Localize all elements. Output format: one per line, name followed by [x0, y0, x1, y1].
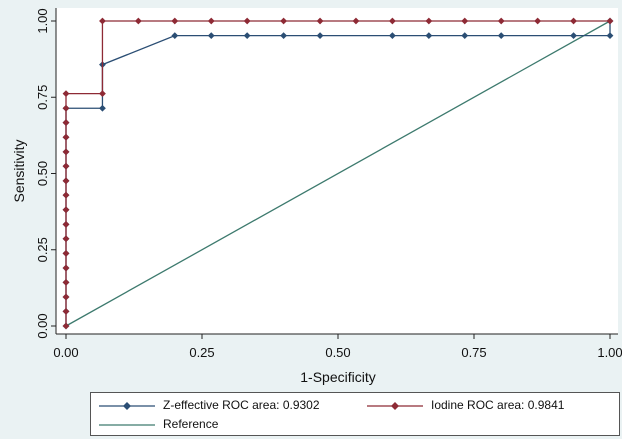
data-point-z-effective [425, 32, 433, 40]
x-tick-label: 1.00 [597, 345, 622, 360]
data-point-iodine [134, 17, 142, 25]
data-point-iodine [62, 264, 70, 272]
data-point-iodine [461, 17, 469, 25]
legend-label-iodine: Iodine ROC area: 0.9841 [431, 398, 565, 412]
legend-item-z-effective: Z-effective ROC area: 0.9302 [99, 397, 339, 415]
data-point-iodine [243, 17, 251, 25]
y-tick-label: 0.75 [35, 85, 50, 110]
data-point-iodine [62, 307, 70, 315]
data-point-iodine [62, 221, 70, 228]
y-tick-label: 0.50 [35, 161, 50, 186]
data-point-iodine [534, 17, 542, 25]
data-point-iodine [62, 90, 70, 97]
y-tick-label: 0.25 [35, 237, 50, 262]
data-point-iodine [99, 90, 106, 97]
data-point-iodine [280, 17, 287, 25]
data-point-iodine [62, 177, 70, 185]
x-tick-label: 0.25 [189, 345, 214, 360]
data-point-iodine [62, 293, 70, 301]
data-point-iodine [497, 17, 505, 25]
data-point-iodine [171, 17, 179, 25]
x-tick-label: 0.75 [461, 345, 486, 360]
data-point-iodine [62, 278, 70, 286]
legend-item-iodine: Iodine ROC area: 0.9841 [367, 397, 607, 415]
roc-chart: 0.00 0.25 0.50 0.75 1.00 0.00 0.25 0.50 0.75 1.00… [11, 8, 622, 385]
data-point-z-effective [497, 32, 505, 40]
data-point-iodine [606, 17, 614, 25]
data-point-z-effective [389, 32, 396, 40]
y-tick-label: 1.00 [35, 8, 50, 33]
y-axis-label: Sensitivity [11, 139, 27, 202]
legend-label-z-effective: Z-effective ROC area: 0.9302 [163, 398, 320, 412]
data-point-iodine [316, 17, 324, 25]
legend-swatch-reference [99, 424, 155, 426]
x-tick-label: 0.50 [325, 345, 350, 360]
data-point-z-effective [606, 32, 614, 40]
data-point-z-effective [99, 104, 106, 112]
data-point-iodine [62, 162, 70, 170]
data-point-iodine [62, 250, 70, 257]
data-point-z-effective [207, 32, 215, 40]
data-point-iodine [570, 17, 577, 25]
data-point-iodine [389, 17, 396, 25]
series-line-reference [65, 20, 611, 327]
data-point-iodine [62, 235, 70, 243]
data-point-z-effective [171, 32, 179, 40]
plot-area [56, 8, 618, 334]
data-point-iodine [62, 322, 70, 330]
data-point-iodine [62, 148, 70, 156]
data-point-z-effective [316, 32, 324, 40]
data-point-iodine [62, 133, 70, 141]
data-point-iodine [425, 17, 433, 25]
x-axis-label: 1-Specificity [300, 369, 375, 385]
data-point-z-effective [280, 32, 287, 40]
legend: Z-effective ROC area: 0.9302 Iodine ROC … [90, 392, 620, 436]
data-point-z-effective [243, 32, 251, 40]
data-point-iodine [62, 119, 70, 126]
data-point-iodine [62, 191, 70, 199]
data-point-z-effective [570, 32, 577, 40]
data-point-iodine [352, 17, 360, 25]
x-tick-label: 0.00 [53, 345, 78, 360]
data-point-iodine [62, 104, 70, 112]
data-point-iodine [99, 17, 106, 25]
legend-swatch-z-effective [99, 402, 155, 410]
legend-label-reference: Reference [163, 417, 219, 431]
legend-swatch-iodine [367, 402, 423, 410]
data-point-z-effective [461, 32, 469, 40]
data-point-iodine [62, 206, 70, 214]
legend-item-reference: Reference [99, 416, 339, 434]
y-tick-label: 0.00 [35, 313, 50, 338]
data-point-iodine [207, 17, 215, 25]
